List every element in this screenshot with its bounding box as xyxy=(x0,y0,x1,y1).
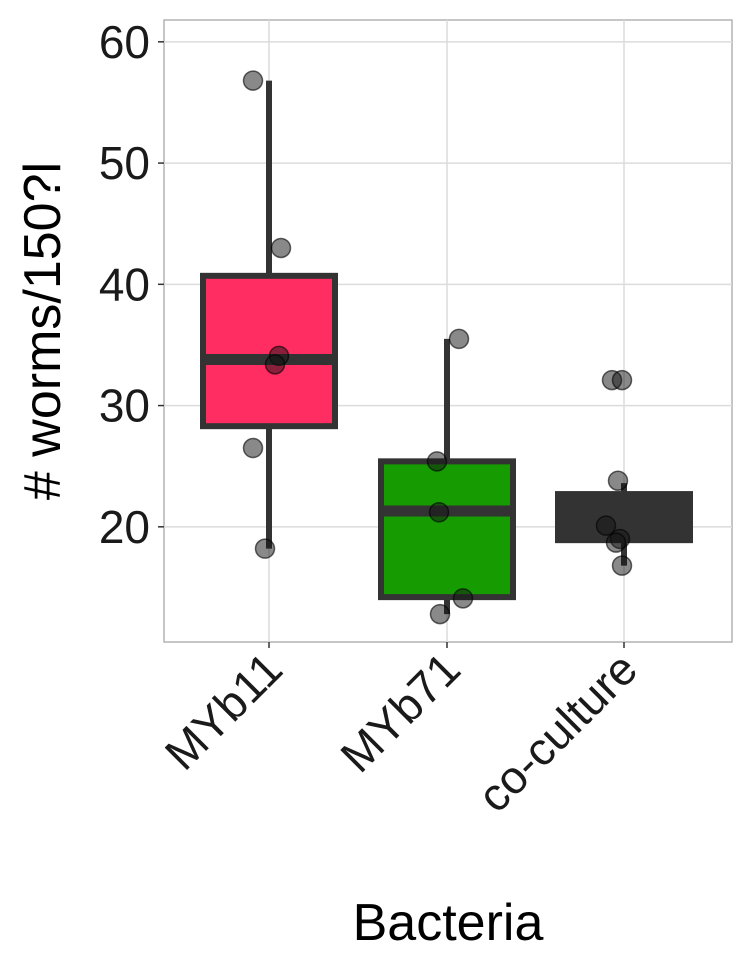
y-tick-label: 60 xyxy=(99,16,150,68)
x-tick-label: MYb11 xyxy=(155,642,292,779)
y-tick-label: 30 xyxy=(99,380,150,432)
x-tick-label: co-culture xyxy=(467,642,647,822)
y-tick-label: 20 xyxy=(99,501,150,553)
data-points xyxy=(242,70,633,625)
data-point xyxy=(264,354,286,375)
y-axis-title: # worms/150?l xyxy=(14,162,72,500)
data-point xyxy=(429,603,451,625)
data-point xyxy=(452,588,474,609)
data-point xyxy=(242,437,264,459)
data-point xyxy=(448,328,470,350)
box xyxy=(378,458,516,601)
data-point xyxy=(605,532,627,553)
data-point xyxy=(611,555,633,576)
x-tick-label: MYb71 xyxy=(330,642,470,782)
data-point xyxy=(611,369,633,391)
data-point xyxy=(428,502,450,523)
x-axis-title: Bacteria xyxy=(353,894,544,952)
data-point xyxy=(242,70,264,91)
y-tick-label: 50 xyxy=(99,137,150,189)
data-point xyxy=(607,470,629,491)
data-point xyxy=(595,515,617,536)
box xyxy=(200,272,338,430)
y-axis-ticks: 20 30 40 50 60 xyxy=(99,16,164,553)
data-point xyxy=(426,451,448,472)
y-tick-label: 40 xyxy=(99,258,150,310)
data-point xyxy=(270,237,292,259)
data-point xyxy=(254,538,276,559)
